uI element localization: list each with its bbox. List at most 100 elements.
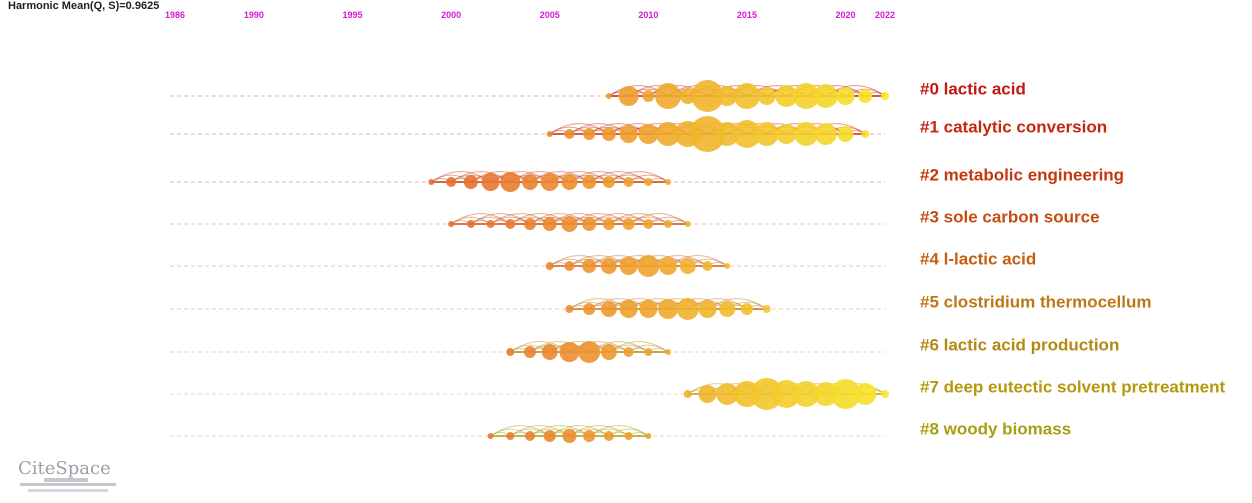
node	[881, 390, 889, 398]
node	[644, 178, 653, 186]
node	[565, 305, 574, 313]
node	[639, 300, 658, 318]
node	[505, 219, 516, 229]
node	[775, 85, 798, 107]
node	[561, 174, 578, 190]
node	[638, 124, 659, 144]
node	[724, 263, 731, 269]
logo-bar	[44, 478, 88, 482]
node	[754, 122, 779, 146]
node	[522, 174, 538, 190]
node	[601, 127, 616, 141]
logo: CiteSpace	[18, 458, 116, 492]
cluster: #3 sole carbon source	[170, 207, 1100, 232]
link	[450, 213, 511, 225]
node	[836, 87, 855, 105]
node	[618, 86, 639, 106]
node	[762, 305, 771, 313]
x-tick-label: 1995	[342, 10, 362, 20]
header: Harmonic Mean(Q, S)=0.9625	[8, 0, 159, 12]
node	[732, 120, 761, 148]
node	[564, 129, 575, 139]
cluster: #1 catalytic conversion	[170, 116, 1107, 152]
node	[644, 348, 653, 356]
node	[619, 257, 638, 275]
node	[602, 218, 615, 230]
node	[541, 344, 558, 360]
x-tick-label: 2000	[441, 10, 461, 20]
x-tick-label: 2005	[540, 10, 560, 20]
node	[715, 122, 740, 146]
x-tick-label: 2022	[875, 10, 895, 20]
node	[428, 179, 435, 185]
node	[665, 179, 672, 185]
node	[698, 385, 717, 403]
node	[487, 433, 494, 439]
node	[637, 255, 660, 277]
cluster: #2 metabolic engineering	[170, 165, 1124, 192]
node	[446, 177, 457, 187]
node	[564, 261, 575, 271]
node	[813, 84, 838, 108]
node	[582, 259, 597, 273]
node	[546, 131, 553, 137]
node	[716, 383, 739, 405]
node	[582, 217, 597, 231]
node	[524, 346, 536, 358]
cluster-label: #4 l-lactic acid	[920, 249, 1036, 268]
node	[506, 348, 515, 356]
node	[605, 93, 612, 99]
node	[542, 217, 557, 231]
node	[559, 342, 580, 362]
node	[740, 303, 753, 315]
node	[545, 262, 554, 270]
cluster-label: #3 sole carbon source	[920, 207, 1100, 226]
node	[582, 175, 597, 189]
node	[794, 122, 819, 146]
node	[624, 432, 633, 440]
node	[600, 258, 617, 274]
node	[684, 221, 691, 227]
node	[881, 92, 889, 100]
cluster: #0 lactic acid	[170, 79, 1026, 112]
node	[486, 220, 495, 228]
node	[717, 86, 738, 106]
node	[600, 301, 617, 317]
cluster: #4 l-lactic acid	[170, 249, 1036, 277]
node	[448, 221, 455, 227]
x-tick-label: 2015	[737, 10, 757, 20]
node	[679, 88, 696, 104]
node	[793, 83, 820, 109]
node	[540, 173, 559, 191]
node	[830, 379, 861, 409]
node	[772, 380, 801, 408]
link	[608, 213, 669, 225]
node	[561, 216, 578, 232]
node	[525, 431, 535, 441]
node	[463, 175, 478, 189]
link	[490, 425, 551, 437]
cluster: #7 deep eutectic solvent pretreatment	[170, 377, 1226, 410]
logo-text: CiteSpace	[18, 458, 111, 479]
node	[733, 83, 760, 109]
node	[679, 258, 696, 274]
cluster: #8 woody biomass	[170, 419, 1071, 443]
node	[689, 116, 726, 152]
node	[858, 89, 873, 103]
cluster-label: #5 clostridium thermocellum	[920, 292, 1151, 311]
node	[683, 390, 692, 398]
node	[664, 220, 673, 228]
logo-bar	[28, 489, 108, 492]
node	[676, 298, 699, 320]
x-tick-label: 1990	[244, 10, 264, 20]
link	[608, 171, 669, 183]
node	[750, 378, 783, 410]
cluster-label: #8 woody biomass	[920, 419, 1071, 438]
node	[793, 381, 820, 407]
node	[757, 87, 776, 105]
node	[506, 432, 515, 440]
cluster: #5 clostridium thermocellum	[170, 292, 1151, 320]
link	[588, 425, 649, 437]
x-tick-label: 2010	[638, 10, 658, 20]
